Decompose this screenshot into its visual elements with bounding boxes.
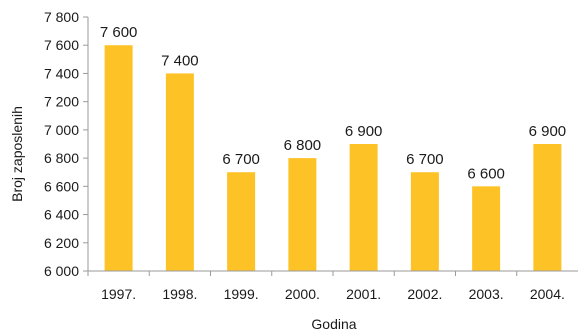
y-tick-label: 7 000 [44, 122, 79, 138]
y-tick-label: 7 800 [44, 9, 79, 25]
data-label: 6 800 [284, 137, 322, 154]
x-axis-ticks: 1997. 1998. 1999. 2000. 2001. 2002. 2003. 2004. [87, 271, 565, 302]
y-tick-label: 7 600 [44, 37, 79, 53]
x-tick-label: 2002. [407, 286, 442, 302]
y-axis-ticks: 6 000 6 200 6 400 6 600 6 800 7 000 7 200 7 400… [44, 9, 88, 279]
bar-2001 [349, 144, 378, 271]
y-tick-label: 6 200 [44, 235, 79, 251]
data-label: 7 600 [100, 24, 138, 41]
x-tick-label: 2001. [346, 286, 381, 302]
y-tick-label: 7 200 [44, 94, 79, 110]
data-labels: 7 600 7 400 6 700 6 800 6 900 6 700 6 600 6 900 [100, 24, 566, 182]
x-axis-title: Godina [311, 316, 356, 332]
x-tick-label: 1999. [224, 286, 259, 302]
data-label: 6 900 [529, 123, 567, 140]
x-tick-label: 1998. [162, 286, 197, 302]
x-tick-label: 2004. [530, 286, 565, 302]
x-tick-label: 2000. [285, 286, 320, 302]
data-label: 6 600 [467, 165, 505, 182]
x-tick-label: 1997. [101, 286, 136, 302]
data-label: 6 700 [222, 151, 260, 168]
y-axis-title: Broj zaposlenih [9, 106, 25, 202]
bar-2002 [410, 172, 439, 271]
bar-1999 [227, 172, 256, 271]
bar-1997 [104, 45, 133, 271]
y-tick-label: 6 800 [44, 150, 79, 166]
y-tick-label: 6 600 [44, 178, 79, 194]
bar-2003 [472, 186, 501, 271]
y-tick-label: 7 400 [44, 65, 79, 81]
bar-1998 [165, 73, 194, 271]
bar-2004 [533, 144, 562, 271]
bar-2000 [288, 158, 317, 271]
data-label: 6 700 [406, 151, 444, 168]
y-tick-label: 6 400 [44, 207, 79, 223]
data-label: 6 900 [345, 123, 383, 140]
bars [104, 45, 562, 271]
y-tick-label: 6 000 [44, 263, 79, 279]
data-label: 7 400 [161, 52, 199, 69]
x-tick-label: 2003. [469, 286, 504, 302]
